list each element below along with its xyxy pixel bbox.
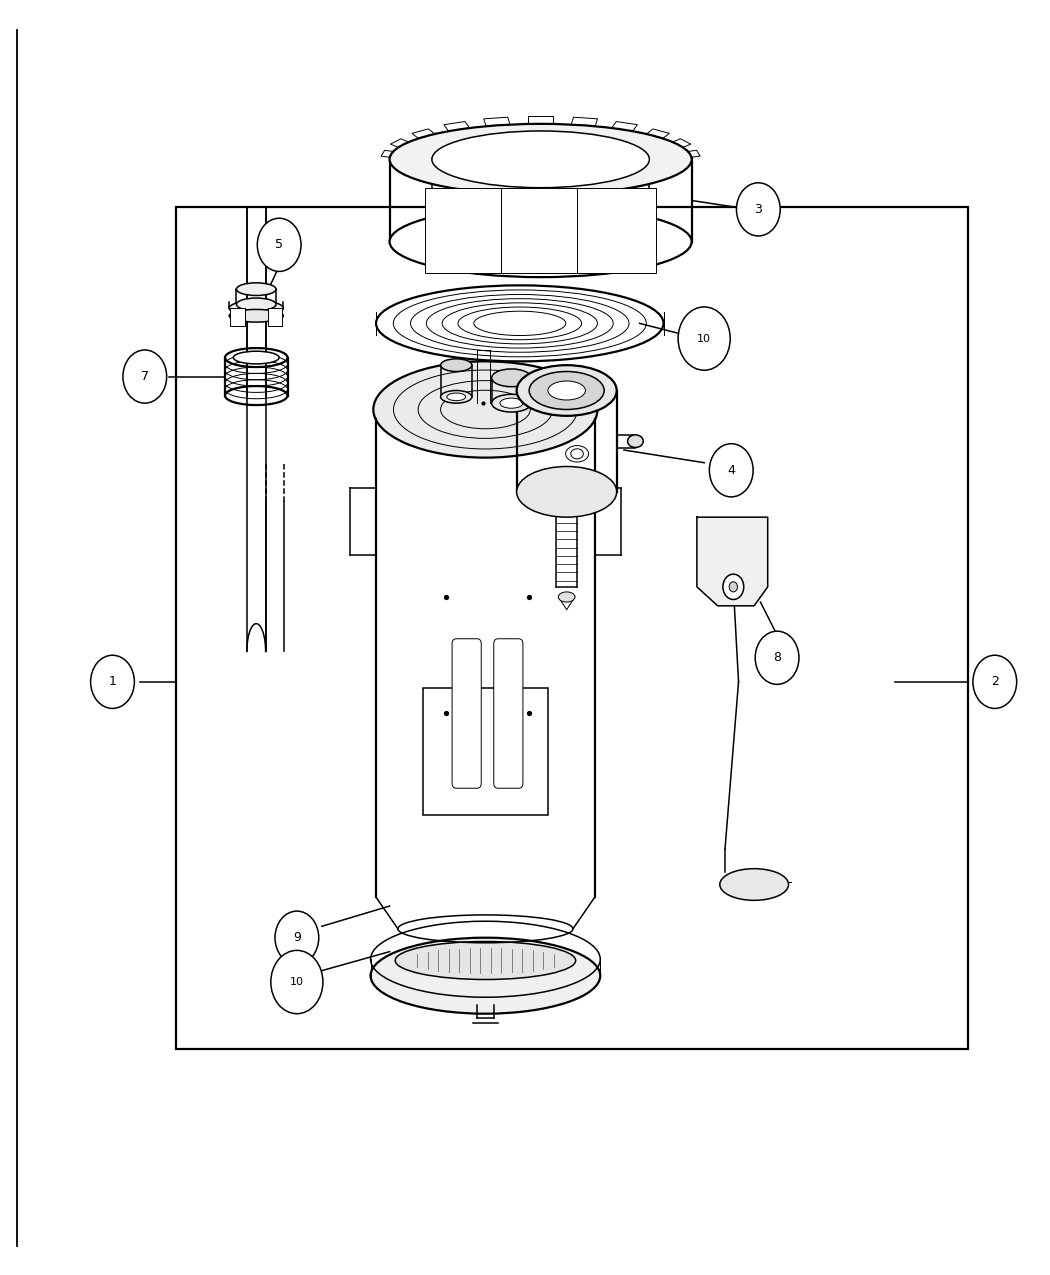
FancyBboxPatch shape (268, 309, 282, 326)
Ellipse shape (374, 361, 597, 458)
Circle shape (90, 655, 134, 709)
Text: 2: 2 (991, 676, 999, 688)
Circle shape (710, 444, 753, 497)
Ellipse shape (229, 301, 284, 316)
FancyBboxPatch shape (176, 207, 968, 1049)
Text: 3: 3 (754, 203, 762, 215)
Ellipse shape (441, 358, 471, 371)
Ellipse shape (371, 937, 601, 1014)
Circle shape (123, 349, 167, 403)
Text: 5: 5 (275, 238, 284, 251)
Circle shape (755, 631, 799, 685)
Ellipse shape (395, 941, 575, 979)
Ellipse shape (233, 351, 279, 363)
Ellipse shape (229, 310, 284, 323)
Ellipse shape (559, 592, 575, 602)
FancyBboxPatch shape (453, 639, 481, 788)
Ellipse shape (390, 207, 692, 277)
Circle shape (722, 574, 743, 599)
Ellipse shape (571, 449, 584, 459)
FancyBboxPatch shape (425, 187, 504, 273)
Text: 4: 4 (728, 464, 735, 477)
Circle shape (275, 912, 319, 964)
FancyBboxPatch shape (494, 639, 523, 788)
Ellipse shape (517, 365, 616, 416)
Circle shape (973, 655, 1016, 709)
Ellipse shape (491, 368, 531, 386)
FancyBboxPatch shape (423, 688, 548, 815)
Ellipse shape (441, 390, 471, 403)
Ellipse shape (517, 467, 616, 518)
Circle shape (736, 182, 780, 236)
Circle shape (271, 950, 323, 1014)
Circle shape (729, 581, 737, 592)
FancyBboxPatch shape (501, 187, 581, 273)
Ellipse shape (491, 394, 531, 412)
Circle shape (678, 307, 730, 370)
Text: 1: 1 (108, 676, 117, 688)
Ellipse shape (500, 398, 523, 408)
Text: 8: 8 (773, 652, 781, 664)
Circle shape (257, 218, 301, 272)
Text: 7: 7 (141, 370, 149, 382)
Ellipse shape (390, 124, 692, 195)
Ellipse shape (720, 868, 789, 900)
Text: 9: 9 (293, 931, 300, 945)
Polygon shape (697, 518, 768, 606)
Ellipse shape (628, 435, 644, 448)
Ellipse shape (432, 131, 649, 187)
Ellipse shape (236, 283, 276, 296)
Text: 10: 10 (697, 334, 711, 343)
Text: 10: 10 (290, 977, 303, 987)
FancyBboxPatch shape (230, 309, 245, 326)
Ellipse shape (447, 393, 465, 400)
Ellipse shape (548, 381, 586, 400)
Ellipse shape (529, 371, 604, 409)
Ellipse shape (236, 298, 276, 311)
FancyBboxPatch shape (578, 187, 656, 273)
